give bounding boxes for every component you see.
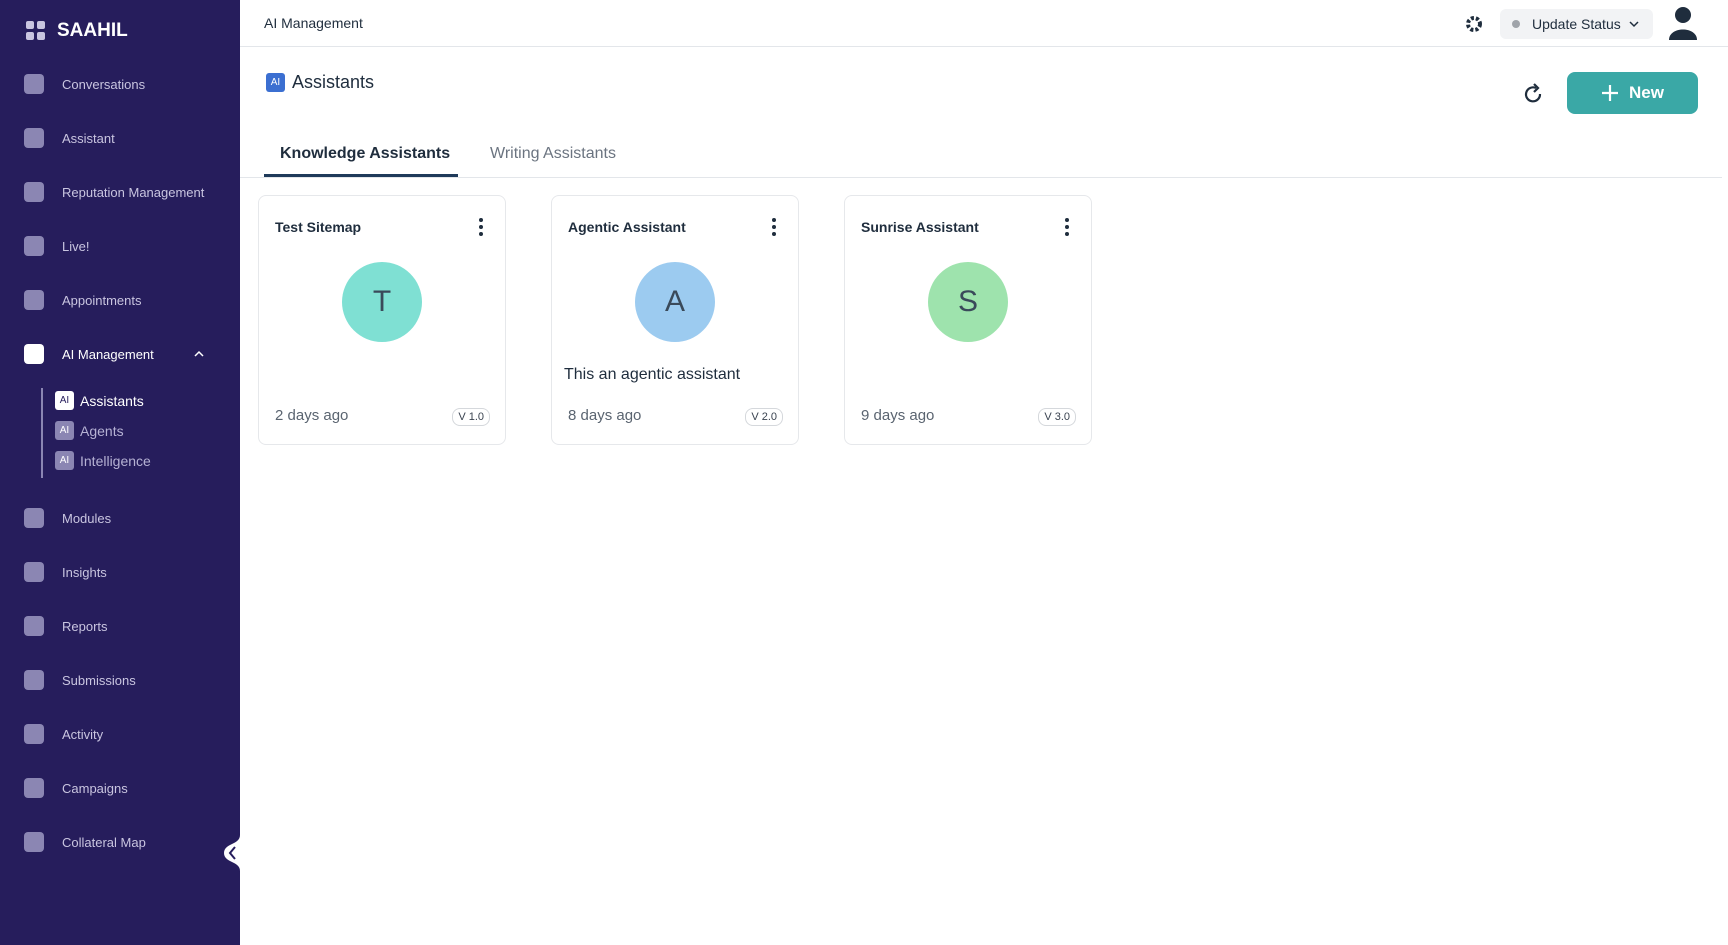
page-title: Assistants — [292, 72, 375, 92]
sub-nav-item[interactable]: AI Intelligence — [55, 451, 151, 470]
menu-dots[interactable] — [479, 218, 483, 241]
assistant-card[interactable]: Sunrise Assistant S 9 days ago V 3.0 — [844, 195, 1092, 445]
nav-icon — [24, 562, 44, 582]
nav-icon — [24, 832, 44, 852]
card-version: V 3.0 — [1038, 408, 1076, 426]
sub-nav-label: Intelligence — [80, 452, 151, 469]
nav-icon — [24, 128, 44, 148]
brand-icon — [26, 21, 45, 40]
ai-badge: AI — [55, 451, 74, 470]
status-dot — [1512, 20, 1520, 28]
top-bar: AI Management Update Status — [240, 0, 1728, 47]
nav-label: Appointments — [62, 292, 142, 308]
assistant-card[interactable]: Test Sitemap T 2 days ago V 1.0 — [258, 195, 506, 445]
nav-icon — [24, 236, 44, 256]
sub-nav-label: Assistants — [80, 392, 144, 409]
nav-item[interactable]: Campaigns — [24, 778, 128, 798]
status-dropdown[interactable]: Update Status — [1500, 9, 1653, 39]
settings-icon[interactable] — [1465, 15, 1483, 33]
nav-item[interactable]: Appointments — [24, 290, 142, 310]
chevron — [1629, 21, 1639, 28]
nav-icon — [24, 290, 44, 310]
nav-label: Activity — [62, 726, 104, 742]
plus-icon — [1602, 85, 1619, 101]
nav-icon — [24, 344, 44, 364]
nav-icon — [24, 508, 44, 528]
sub-nav-item[interactable]: AI Agents — [55, 421, 124, 440]
avatar-icon[interactable] — [1668, 6, 1698, 40]
new-label: New — [1629, 83, 1664, 102]
card-title: Sunrise Assistant — [861, 219, 979, 235]
nav-label: Reputation Management — [62, 184, 205, 200]
assistant-card[interactable]: Agentic Assistant A This an agentic assist… — [551, 195, 799, 445]
nav-item[interactable]: Activity — [24, 724, 103, 744]
nav-label: Campaigns — [62, 780, 128, 796]
nav-icon — [24, 74, 44, 94]
nav-icon — [24, 670, 44, 690]
status-label: Update Status — [1532, 16, 1621, 32]
nav-item[interactable]: Reports — [24, 616, 108, 636]
card-avatar: A — [635, 262, 715, 342]
nav-item[interactable]: Insights — [24, 562, 107, 582]
nav-item[interactable]: Submissions — [24, 670, 136, 690]
card-updated: 2 days ago — [275, 407, 349, 424]
menu-dots[interactable] — [772, 218, 776, 241]
sub-nav-item[interactable]: AI Assistants — [55, 391, 144, 410]
nav-label: Insights — [62, 564, 107, 580]
nav-label: Conversations — [62, 76, 146, 92]
card-updated: 9 days ago — [861, 407, 935, 424]
card-avatar: S — [928, 262, 1008, 342]
breadcrumb: AI Management — [264, 15, 363, 31]
card-avatar: T — [342, 262, 422, 342]
card-version: V 2.0 — [745, 408, 783, 426]
nav-label: Assistant — [62, 130, 115, 146]
nav-icon — [24, 616, 44, 636]
collapse-button[interactable] — [224, 835, 240, 871]
nav-label: Submissions — [62, 672, 136, 688]
tab-divider — [240, 177, 1722, 178]
title-badge: AI — [266, 73, 285, 92]
menu-dots[interactable] — [1065, 218, 1069, 241]
nav-icon — [24, 724, 44, 744]
new-button[interactable]: New — [1567, 72, 1698, 114]
nav-item[interactable]: Reputation Management — [24, 182, 204, 202]
nav-label: Modules — [62, 510, 112, 526]
nav-item[interactable]: Conversations — [24, 74, 145, 94]
nav-label: Live! — [62, 238, 90, 254]
card-updated: 8 days ago — [568, 407, 642, 424]
tab[interactable]: Knowledge Assistants — [280, 145, 451, 162]
nav-icon — [24, 778, 44, 798]
nav-item[interactable]: Live! — [24, 236, 89, 256]
tab[interactable]: Writing Assistants — [490, 145, 616, 162]
sub-rail — [41, 388, 43, 478]
nav-icon — [24, 182, 44, 202]
nav-item[interactable]: Assistant — [24, 128, 115, 148]
nav-label: AI Management — [62, 346, 154, 362]
nav-item[interactable]: AI Management — [24, 344, 204, 364]
refresh-button[interactable] — [1521, 82, 1545, 106]
nav-item[interactable]: Modules — [24, 508, 111, 528]
nav-label: Reports — [62, 618, 108, 634]
tab-underline — [264, 174, 458, 177]
card-title: Agentic Assistant — [568, 219, 686, 235]
sub-nav-label: Agents — [80, 422, 124, 439]
nav-label: Collateral Map — [62, 834, 146, 850]
brand: SAAHIL — [57, 20, 128, 41]
sidebar: SAAHIL Conversations Assistant Reputation … — [0, 0, 240, 945]
card-title: Test Sitemap — [275, 219, 362, 235]
nav-item[interactable]: Collateral Map — [24, 832, 146, 852]
ai-badge: AI — [55, 391, 74, 410]
ai-badge: AI — [55, 421, 74, 440]
card-description: This an agentic assistant — [564, 366, 741, 383]
card-version: V 1.0 — [452, 408, 490, 426]
expand-chevron[interactable] — [194, 350, 204, 358]
